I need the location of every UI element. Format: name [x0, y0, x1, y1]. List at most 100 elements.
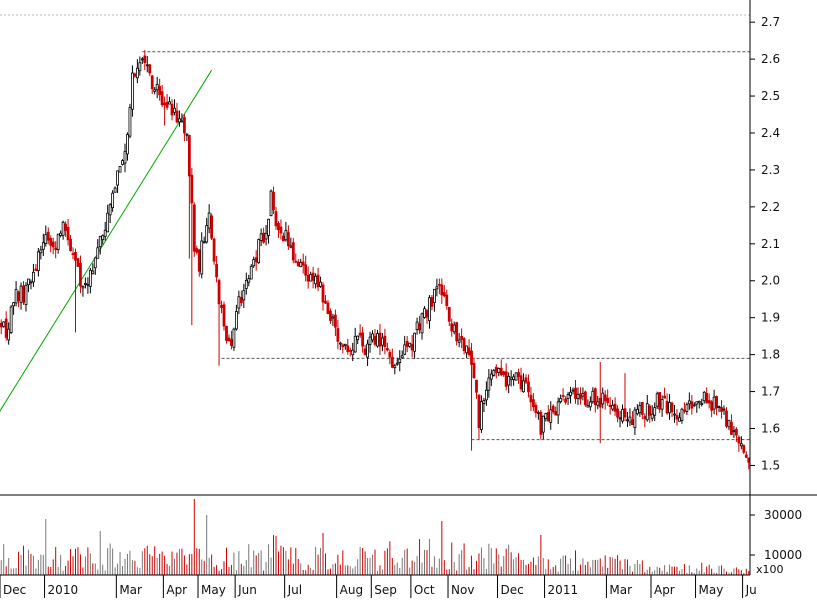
candle-body — [299, 262, 303, 267]
candle-body — [29, 281, 33, 284]
candle-body — [477, 394, 481, 429]
candle-body — [257, 239, 261, 264]
candle-body — [150, 75, 154, 90]
candle-body — [36, 251, 40, 272]
candle-body — [492, 370, 496, 376]
candle-body — [71, 253, 75, 255]
candle-body — [487, 377, 491, 391]
price-tick-label: 1.5 — [761, 458, 780, 472]
candle-body — [658, 392, 662, 410]
candle-body — [341, 344, 345, 348]
candle-body — [66, 227, 70, 241]
candle-body — [145, 64, 149, 67]
candle-body — [742, 445, 746, 453]
candle-body — [178, 118, 181, 123]
candle-body — [180, 120, 184, 123]
candle-body — [715, 396, 718, 409]
candle-body — [69, 238, 72, 252]
candle-body — [19, 285, 23, 303]
candle-body — [732, 430, 736, 433]
candle-body — [222, 304, 226, 327]
price-tick-label: 2.4 — [761, 126, 780, 140]
candle-body — [98, 235, 102, 247]
candle-body — [546, 412, 550, 422]
candle-body — [210, 215, 214, 239]
candle-body — [512, 376, 516, 380]
candle-body — [74, 251, 77, 261]
candle-body — [195, 248, 199, 253]
candle-body — [393, 365, 397, 369]
candle-body — [640, 401, 644, 415]
candle-body — [457, 339, 461, 343]
candle-body — [697, 400, 701, 404]
candle-body — [502, 371, 506, 375]
time-tick-label: Sep — [374, 583, 397, 597]
candle-body — [450, 323, 454, 332]
candle-body — [593, 388, 597, 405]
candle-body — [514, 372, 518, 381]
candle-body — [734, 428, 738, 436]
candle-body — [44, 234, 48, 244]
candle-body — [321, 284, 325, 303]
volume-tick-label: 10000 — [764, 548, 802, 562]
candle-body — [497, 368, 501, 373]
candle-body — [304, 264, 308, 276]
candle-body — [460, 336, 464, 340]
candle-body — [588, 401, 592, 408]
candle-body — [747, 457, 751, 463]
candle-body — [32, 271, 35, 283]
candle-body — [12, 302, 16, 307]
candle-body — [88, 269, 92, 287]
candle-body — [118, 166, 122, 173]
candle-body — [111, 192, 115, 208]
candle-body — [27, 278, 30, 286]
time-tick-label: Ju — [745, 583, 757, 597]
candle-body — [403, 344, 407, 355]
candle-body — [670, 402, 674, 413]
candle-body — [309, 274, 313, 282]
candle-body — [574, 387, 577, 399]
candle-body — [415, 321, 419, 330]
candle-body — [655, 393, 659, 407]
candle-body — [509, 377, 513, 381]
candle-body — [324, 300, 327, 304]
candle-body — [725, 410, 728, 427]
candle-body — [46, 231, 50, 241]
candle-body — [710, 401, 714, 411]
candle-body — [187, 134, 191, 177]
candle-body — [420, 313, 424, 334]
time-tick-label: Aug — [340, 583, 363, 597]
candle-body — [564, 398, 567, 403]
candle-body — [608, 404, 612, 407]
candle-body — [433, 289, 436, 303]
candle-body — [64, 223, 67, 231]
candle-body — [685, 404, 689, 412]
candle-body — [54, 247, 58, 251]
candle-body — [101, 235, 105, 241]
candle-body — [316, 274, 320, 288]
candle-body — [153, 89, 157, 92]
candle-body — [314, 275, 317, 285]
candle-body — [462, 338, 466, 352]
time-tick-label: Oct — [414, 583, 435, 597]
candle-body — [730, 421, 733, 435]
candle-body — [56, 233, 60, 250]
candle-body — [197, 249, 201, 272]
candle-body — [653, 407, 657, 416]
candle-body — [168, 101, 171, 105]
candle-body — [534, 404, 538, 414]
candle-body — [138, 62, 142, 72]
candle-body — [284, 230, 288, 241]
candle-body — [232, 328, 236, 348]
candle-body — [388, 352, 392, 358]
candle-body — [24, 284, 28, 305]
candle-body — [717, 406, 721, 408]
candle-body — [480, 401, 483, 430]
candle-body — [242, 290, 246, 301]
time-tick-label: Jun — [237, 583, 257, 597]
candle-body — [190, 174, 194, 204]
candle-body — [519, 375, 523, 390]
candle-body — [405, 341, 409, 348]
candle-body — [76, 258, 80, 267]
